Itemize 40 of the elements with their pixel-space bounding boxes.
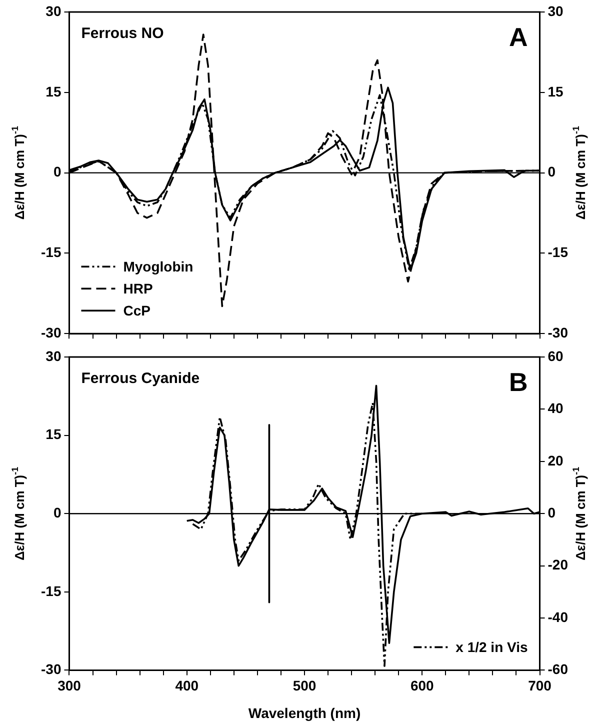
y-tick-label: 30 bbox=[46, 2, 62, 19]
y2-tick-label: 15 bbox=[548, 83, 564, 100]
x-tick-label: 700 bbox=[528, 677, 552, 694]
y2-tick-label: -40 bbox=[548, 608, 568, 625]
legend-label: HRP bbox=[123, 280, 153, 296]
x-tick-label: 500 bbox=[292, 677, 316, 694]
y2-tick-label: 20 bbox=[548, 452, 564, 468]
y2-tick-label: 40 bbox=[548, 400, 564, 416]
y2-tick-label: 30 bbox=[548, 2, 564, 19]
text: Ferrous Cyanide bbox=[81, 370, 200, 387]
text: Ferrous NO bbox=[81, 25, 164, 42]
x-tick-label: 400 bbox=[175, 677, 199, 694]
y2-tick-label: -20 bbox=[548, 556, 568, 573]
legend-label: Myoglobin bbox=[123, 258, 194, 274]
y-tick-label: -30 bbox=[41, 324, 62, 340]
annotation: A bbox=[508, 22, 528, 52]
y2-axis-title: Δε/H (M cm T)-1 bbox=[571, 466, 588, 560]
y-tick-label: -15 bbox=[41, 244, 62, 260]
y-tick-label: 15 bbox=[46, 426, 62, 442]
x-tick-label: 600 bbox=[410, 677, 434, 694]
y2-tick-label: 0 bbox=[548, 164, 556, 180]
y2-tick-label: -60 bbox=[548, 661, 568, 678]
y-axis-title: Δε/H (M cm T)-1 bbox=[10, 126, 27, 220]
y-axis-title: Δε/H (M cm T)-1 bbox=[10, 466, 27, 560]
y2-tick-label: -30 bbox=[548, 324, 568, 340]
y2-tick-label: 0 bbox=[548, 504, 556, 520]
y2-axis-title: Δε/H (M cm T)-1 bbox=[571, 126, 588, 220]
y2-tick-label: 60 bbox=[548, 348, 564, 364]
legend-label: CcP bbox=[123, 302, 150, 318]
annotation: B bbox=[508, 367, 528, 397]
y-tick-label: 30 bbox=[46, 348, 62, 364]
legend-label: x 1/2 in Vis bbox=[456, 639, 528, 656]
y2-tick-label: -15 bbox=[548, 244, 568, 260]
y-tick-label: 0 bbox=[53, 164, 62, 180]
y-tick-label: 0 bbox=[53, 504, 62, 520]
x-tick-label: 300 bbox=[58, 677, 82, 694]
y-tick-label: 15 bbox=[46, 83, 62, 100]
x-axis-title: Wavelength (nm) bbox=[248, 705, 361, 721]
y-tick-label: -15 bbox=[41, 582, 62, 599]
y-tick-label: -30 bbox=[41, 661, 62, 678]
